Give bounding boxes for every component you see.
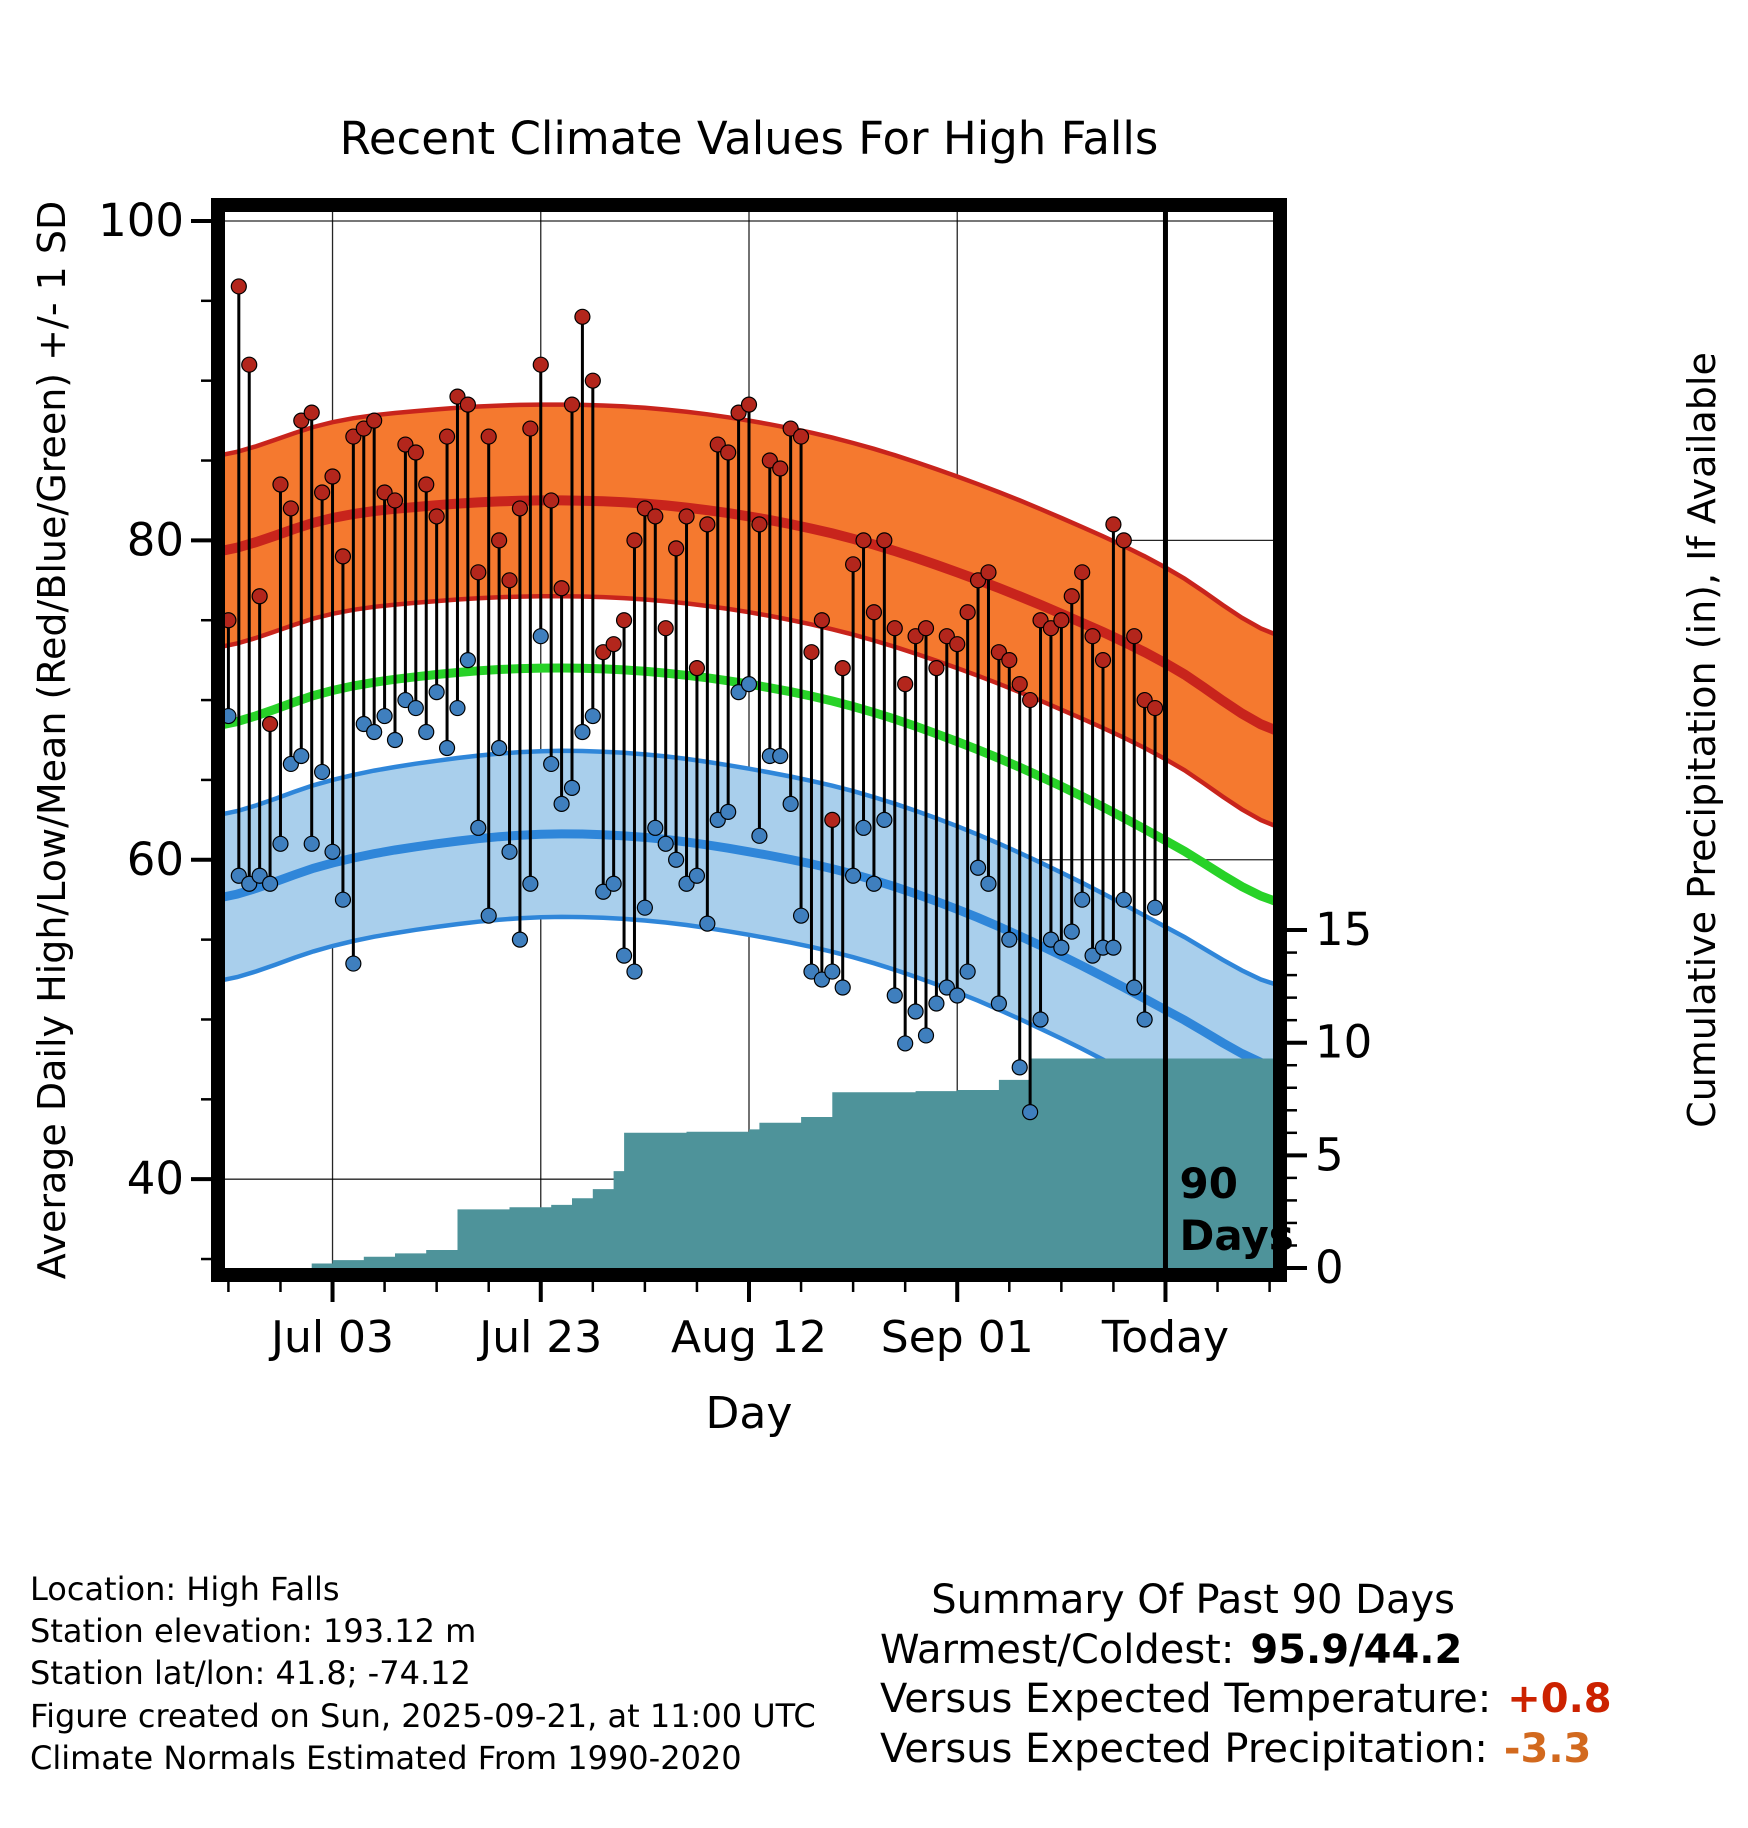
svg-text:Jul 23: Jul 23 [476, 1312, 602, 1363]
summary-label: Versus Expected Temperature: [880, 1676, 1492, 1723]
summary-value-warmest-coldest: 95.9/44.2 [1250, 1626, 1463, 1673]
svg-text:15: 15 [1315, 903, 1372, 956]
station-elevation-line: Station elevation: 193.12 m [30, 1612, 477, 1651]
daily-high-low-stems [220, 278, 1164, 1121]
summary-panel: Summary Of Past 90 Days Warmest/Coldest:… [880, 1576, 1612, 1775]
summary-value-vs-temperature: +0.8 [1507, 1676, 1612, 1723]
summary-row-vs-precipitation: Versus Expected Precipitation: -3.3 [880, 1725, 1591, 1775]
summary-label: Warmest/Coldest: [880, 1626, 1235, 1673]
summary-value-vs-precipitation: -3.3 [1503, 1725, 1592, 1772]
svg-text:Today: Today [1101, 1312, 1229, 1363]
svg-text:80: 80 [127, 513, 184, 566]
svg-text:Aug 12: Aug 12 [671, 1312, 827, 1363]
svg-text:10: 10 [1315, 1016, 1372, 1069]
svg-text:60: 60 [127, 833, 184, 886]
figure-created-line: Figure created on Sun, 2025-09-21, at 11… [30, 1696, 816, 1735]
summary-row-warmest-coldest: Warmest/Coldest: 95.9/44.2 [880, 1626, 1462, 1676]
x-axis-label: Day [705, 1388, 793, 1439]
chart-title: Recent Climate Values For High Falls [339, 112, 1159, 165]
svg-text:0: 0 [1315, 1241, 1344, 1294]
cumulative-precipitation-area [228, 1058, 1280, 1268]
svg-text:90: 90 [1179, 1159, 1237, 1208]
summary-title: Summary Of Past 90 Days [931, 1577, 1455, 1623]
svg-text:5: 5 [1315, 1128, 1344, 1181]
svg-text:Jul 03: Jul 03 [268, 1312, 394, 1363]
station-location-line: Location: High Falls [30, 1570, 340, 1608]
summary-label: Versus Expected Precipitation: [880, 1725, 1488, 1772]
svg-text:100: 100 [98, 194, 184, 247]
axis-ticks: Jul 03 Jul 23 Aug 12 Sep 01 Today 40 60 80 100 0 5… [98, 194, 1372, 1363]
station-latlon-line: Station lat/lon: 41.8; -74.12 [30, 1654, 471, 1693]
plot-border [211, 198, 1287, 1282]
summary-row-vs-temperature: Versus Expected Temperature: +0.8 [880, 1675, 1612, 1725]
station-info-block: Location: High Falls Station elevation: … [30, 1568, 816, 1779]
climate-normals-line: Climate Normals Estimated From 1990-2020 [30, 1738, 742, 1777]
svg-text:40: 40 [127, 1152, 184, 1205]
svg-text:Sep 01: Sep 01 [881, 1312, 1034, 1363]
